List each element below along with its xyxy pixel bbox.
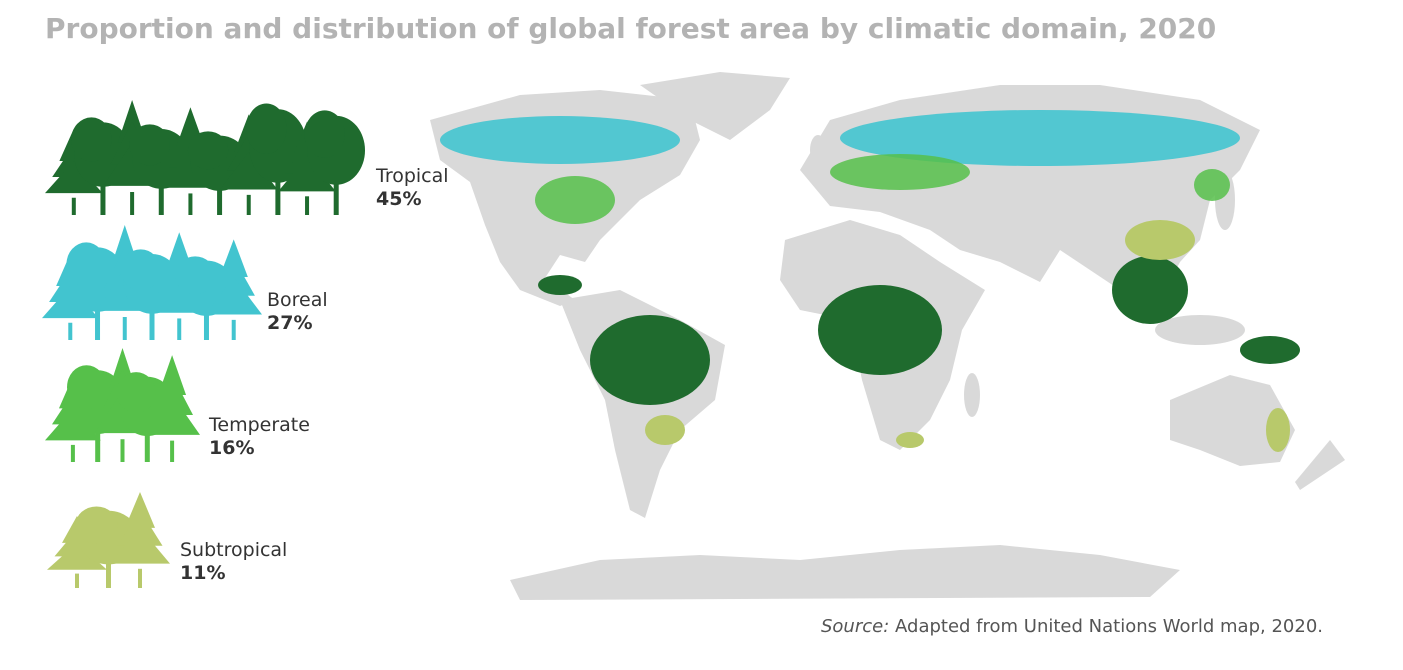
boreal-forest xyxy=(840,110,1240,166)
tree-tier xyxy=(42,285,99,319)
tree-tier xyxy=(205,276,262,315)
crown xyxy=(175,256,215,295)
greenland xyxy=(640,72,790,140)
trunk xyxy=(188,193,193,215)
tropical-forest xyxy=(590,315,710,405)
subtropical-forest xyxy=(1125,220,1195,260)
legend-share: 45% xyxy=(376,188,421,210)
title: Proportion and distribution of global fo… xyxy=(45,12,1216,45)
tropical-forest xyxy=(1112,256,1188,324)
boreal-forest xyxy=(440,116,680,164)
trunk xyxy=(144,429,150,462)
crown xyxy=(246,103,287,155)
trunk xyxy=(305,196,310,215)
trunk xyxy=(246,194,251,215)
legend-label: Boreal xyxy=(267,289,328,311)
trunk xyxy=(71,197,76,215)
trunk xyxy=(231,319,236,340)
antarctica xyxy=(510,545,1180,600)
trunk xyxy=(177,318,182,340)
trunk xyxy=(122,317,127,340)
legend-label: Tropical xyxy=(375,165,449,187)
trunk xyxy=(149,307,155,340)
temperate-forest xyxy=(1194,169,1230,201)
temperate-forest xyxy=(535,176,615,224)
trunk xyxy=(75,573,79,588)
tree-tier xyxy=(212,258,255,296)
source: Source: Adapted from United Nations Worl… xyxy=(821,616,1323,637)
trunk xyxy=(106,558,111,588)
trunk xyxy=(333,177,339,215)
subtropical-forest xyxy=(1266,408,1290,452)
crown xyxy=(67,365,107,410)
trunk xyxy=(170,440,175,462)
trunk xyxy=(70,444,75,462)
trunk xyxy=(203,309,209,340)
madagascar xyxy=(964,373,980,417)
trunk xyxy=(275,174,281,215)
crown xyxy=(116,372,156,413)
trunk xyxy=(100,179,106,215)
trunk xyxy=(130,192,135,215)
new-zealand xyxy=(1295,440,1345,490)
trunk xyxy=(68,322,73,340)
tropical-forest xyxy=(818,285,942,375)
legend-share: 11% xyxy=(180,562,225,584)
crown xyxy=(66,242,107,287)
crown xyxy=(304,110,345,158)
tree-icon xyxy=(45,100,366,215)
trunk xyxy=(138,568,142,588)
legend: Tropical45%Boreal27%Temperate16%Subtropi… xyxy=(42,100,449,588)
tree-tier xyxy=(110,527,170,564)
legend-share: 27% xyxy=(267,312,312,334)
tree-icon xyxy=(45,348,200,462)
trunk xyxy=(95,427,101,462)
tree-icon xyxy=(42,225,262,340)
tree-tier xyxy=(47,542,107,570)
australia xyxy=(1170,375,1295,466)
world-map xyxy=(430,72,1345,600)
tree-tier xyxy=(144,395,200,435)
tropical-forest xyxy=(1240,336,1300,364)
subtropical-forest xyxy=(645,415,685,445)
tree-tier xyxy=(278,156,336,192)
subtropical-forest xyxy=(896,432,924,448)
crown xyxy=(187,131,229,170)
crown xyxy=(129,124,170,166)
tropical-forest xyxy=(538,275,582,295)
source-prefix: Source: xyxy=(821,616,889,637)
tree-tier xyxy=(45,160,103,194)
tree-tier xyxy=(219,151,278,190)
source-text: Adapted from United Nations World map, 2… xyxy=(895,616,1323,637)
crown xyxy=(71,117,112,162)
indonesia xyxy=(1155,315,1245,345)
trunk xyxy=(217,184,223,215)
trunk xyxy=(158,182,164,215)
uk xyxy=(810,135,826,165)
legend-share: 16% xyxy=(209,437,254,459)
temperate-forest xyxy=(830,154,970,190)
crown xyxy=(75,506,118,544)
trunk xyxy=(95,304,101,340)
legend-label: Subtropical xyxy=(180,539,287,561)
trunk xyxy=(120,439,125,462)
tree-icon xyxy=(47,492,170,588)
tree-tier xyxy=(45,408,101,441)
legend-label: Temperate xyxy=(208,414,310,436)
tree-tier xyxy=(219,239,248,277)
crown xyxy=(120,249,161,291)
